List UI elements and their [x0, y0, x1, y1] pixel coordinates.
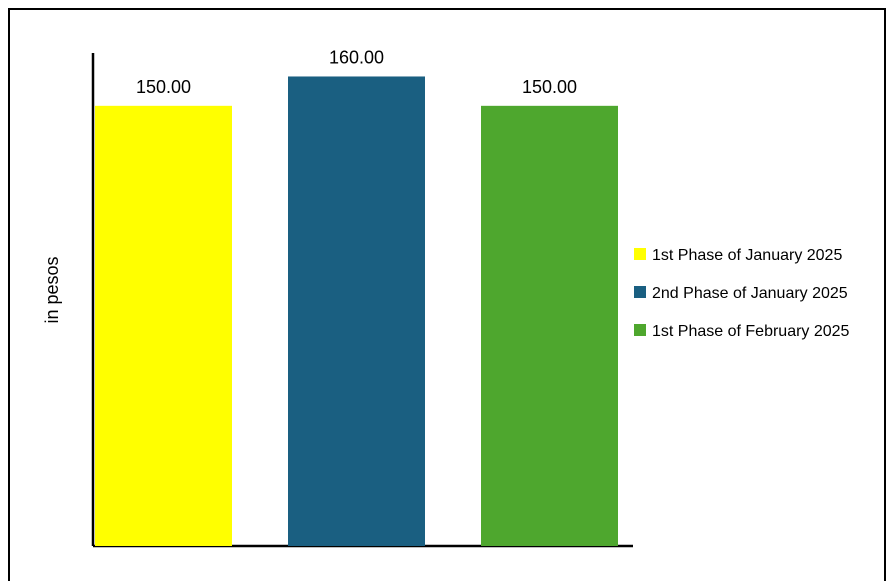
- legend-swatch-3: [634, 324, 646, 336]
- bar-value-label-1: 150.00: [136, 77, 191, 97]
- y-axis-label: in pesos: [42, 256, 62, 323]
- bar-value-label-2: 160.00: [329, 47, 384, 67]
- legend-label-3: 1st Phase of February 2025: [652, 323, 850, 340]
- legend-swatch-2: [634, 286, 646, 298]
- bar-1: [95, 105, 232, 547]
- legend-label-1: 1st Phase of January 2025: [652, 247, 842, 264]
- bar-2: [288, 76, 425, 546]
- legend-swatch-1: [634, 248, 646, 260]
- bar-3: [481, 105, 618, 547]
- bar-value-label-3: 150.00: [522, 77, 577, 97]
- legend-label-2: 2nd Phase of January 2025: [652, 285, 848, 302]
